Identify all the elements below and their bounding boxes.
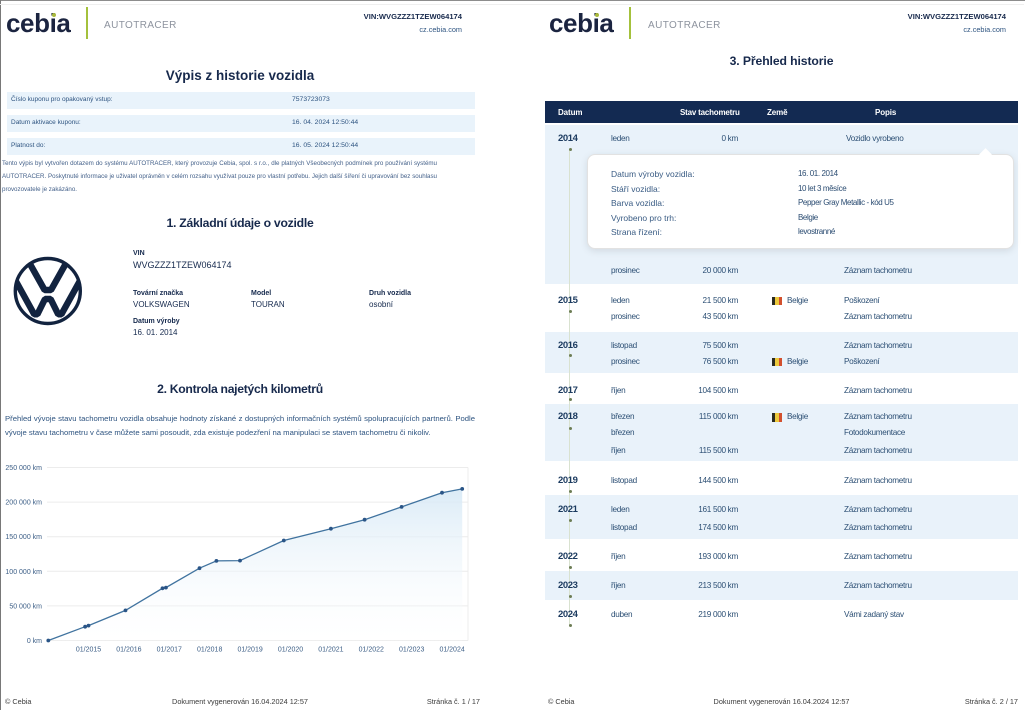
svg-text:150 000 km: 150 000 km [5,534,42,541]
svg-text:01/2020: 01/2020 [278,647,303,654]
svg-text:01/2021: 01/2021 [318,647,343,654]
svg-text:50 000 km: 50 000 km [9,603,42,610]
svg-text:01/2022: 01/2022 [359,647,384,654]
svg-text:01/2023: 01/2023 [399,647,424,654]
svg-text:01/2015: 01/2015 [76,647,101,654]
svg-text:01/2019: 01/2019 [237,647,262,654]
svg-text:250 000 km: 250 000 km [5,465,42,472]
svg-text:01/2017: 01/2017 [157,647,182,654]
svg-text:100 000 km: 100 000 km [5,569,42,576]
svg-text:01/2018: 01/2018 [197,647,222,654]
svg-text:0 km: 0 km [27,638,42,645]
svg-text:200 000 km: 200 000 km [5,500,42,507]
svg-text:01/2024: 01/2024 [439,647,464,654]
svg-text:01/2016: 01/2016 [116,647,141,654]
